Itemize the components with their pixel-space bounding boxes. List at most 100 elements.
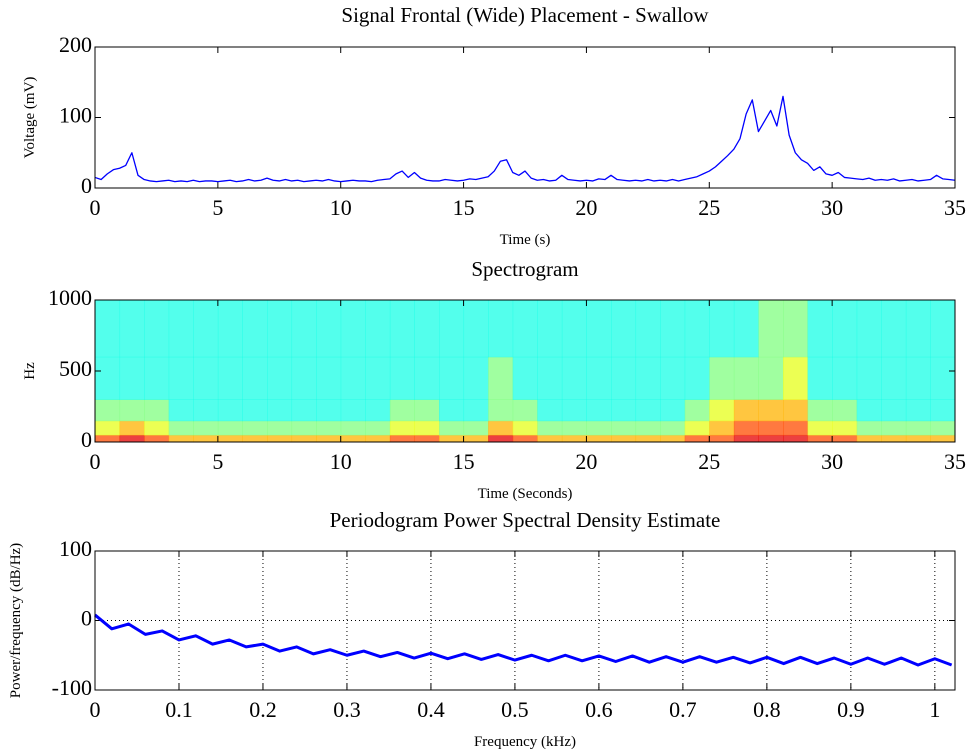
y-tick-label: 0 <box>81 173 92 198</box>
heatmap-cell <box>340 300 366 358</box>
heatmap-cell <box>340 399 366 422</box>
heatmap-cell <box>856 434 882 443</box>
heatmap-cell <box>168 300 194 358</box>
heatmap-cell <box>95 434 121 443</box>
heatmap-cell <box>217 420 243 436</box>
heatmap-cell <box>758 300 784 358</box>
heatmap-cell <box>193 434 219 443</box>
x-tick-label: 5 <box>212 195 223 220</box>
heatmap-cell <box>217 356 243 400</box>
heatmap-cell <box>95 399 121 422</box>
chart-title: Periodogram Power Spectral Density Estim… <box>330 508 721 532</box>
signal-line <box>94 95 956 183</box>
heatmap-cell <box>95 356 121 400</box>
heatmap-cell <box>365 420 391 436</box>
x-tick-label: 0.2 <box>249 697 277 722</box>
heatmap-cell <box>807 434 833 443</box>
heatmap-cell <box>316 399 342 422</box>
heatmap-cell <box>881 300 907 358</box>
heatmap-cell <box>144 300 170 358</box>
y-tick-label: 500 <box>59 356 92 381</box>
heatmap-cell <box>758 420 784 436</box>
heatmap-cell <box>267 420 293 436</box>
heatmap-cell <box>512 420 538 436</box>
heatmap-cell <box>119 434 145 443</box>
heatmap-cell <box>660 434 686 443</box>
axes-frame <box>94 550 956 691</box>
heatmap-cell <box>95 420 121 436</box>
heatmap-cell <box>660 356 686 400</box>
heatmap-cell <box>512 300 538 358</box>
heatmap-cell <box>242 356 268 400</box>
x-tick-label: 35 <box>944 449 966 474</box>
heatmap-cell <box>807 300 833 358</box>
x-tick-label: 35 <box>944 195 966 220</box>
heatmap-cell <box>635 420 661 436</box>
axes-frame <box>94 299 956 443</box>
heatmap-cell <box>856 356 882 400</box>
heatmap-cell <box>242 399 268 422</box>
x-tick-label: 0.3 <box>333 697 361 722</box>
heatmap-cell <box>537 399 563 422</box>
x-tick-label: 0.8 <box>753 697 781 722</box>
x-tick-label: 1 <box>929 697 940 722</box>
heatmap-cell <box>168 399 194 422</box>
heatmap-cell <box>463 434 489 443</box>
y-tick-label: 100 <box>59 103 92 128</box>
heatmap-cell <box>856 420 882 436</box>
heatmap-cell <box>95 300 121 358</box>
heatmap-cell <box>684 356 710 400</box>
heatmap-cell <box>733 420 759 436</box>
heatmap-cell <box>193 300 219 358</box>
heatmap-cell <box>807 356 833 400</box>
heatmap-cell <box>217 300 243 358</box>
heatmap-cell <box>611 300 637 358</box>
heatmap-cell <box>586 300 612 358</box>
heatmap-cell <box>414 300 440 358</box>
heatmap-cell <box>733 300 759 358</box>
heatmap-cell <box>512 399 538 422</box>
y-tick-label: 200 <box>59 32 92 57</box>
heatmap-cell <box>242 300 268 358</box>
heatmap-cell <box>488 434 514 443</box>
heatmap-cell <box>512 356 538 400</box>
y-tick-label: 1000 <box>48 285 92 310</box>
y-tick-label: 0 <box>81 427 92 452</box>
heatmap-cell <box>144 434 170 443</box>
heatmap-cell <box>365 399 391 422</box>
heatmap-cell <box>439 356 465 400</box>
heatmap-cell <box>365 356 391 400</box>
heatmap-cell <box>586 434 612 443</box>
heatmap-cell <box>217 399 243 422</box>
x-tick-label: 25 <box>698 449 720 474</box>
heatmap-cell <box>340 356 366 400</box>
heatmap-cell <box>439 399 465 422</box>
heatmap-cell <box>537 356 563 400</box>
heatmap-cell <box>144 399 170 422</box>
heatmap-cell <box>930 300 956 358</box>
heatmap-cell <box>340 420 366 436</box>
heatmap-cell <box>168 420 194 436</box>
heatmap-cell <box>930 399 956 422</box>
heatmap-cell <box>905 399 931 422</box>
heatmap-cell <box>267 434 293 443</box>
heatmap-cell <box>660 399 686 422</box>
heatmap-cell <box>856 399 882 422</box>
x-tick-label: 5 <box>212 449 223 474</box>
heatmap-cell <box>684 300 710 358</box>
heatmap-cell <box>635 356 661 400</box>
heatmap-cell <box>832 300 858 358</box>
y-tick-label: -100 <box>52 675 92 700</box>
y-axis-label: Voltage (mV) <box>22 77 38 159</box>
heatmap-cell <box>758 356 784 400</box>
heatmap-cell <box>389 356 415 400</box>
heatmap-cell <box>316 420 342 436</box>
heatmap-cell <box>316 300 342 358</box>
heatmap-cell <box>783 300 809 358</box>
heatmap-cell <box>561 434 587 443</box>
heatmap-cell <box>168 356 194 400</box>
heatmap-cell <box>684 399 710 422</box>
x-tick-label: 15 <box>453 195 475 220</box>
signal-line <box>94 613 953 667</box>
chart-title: Spectrogram <box>471 257 578 281</box>
